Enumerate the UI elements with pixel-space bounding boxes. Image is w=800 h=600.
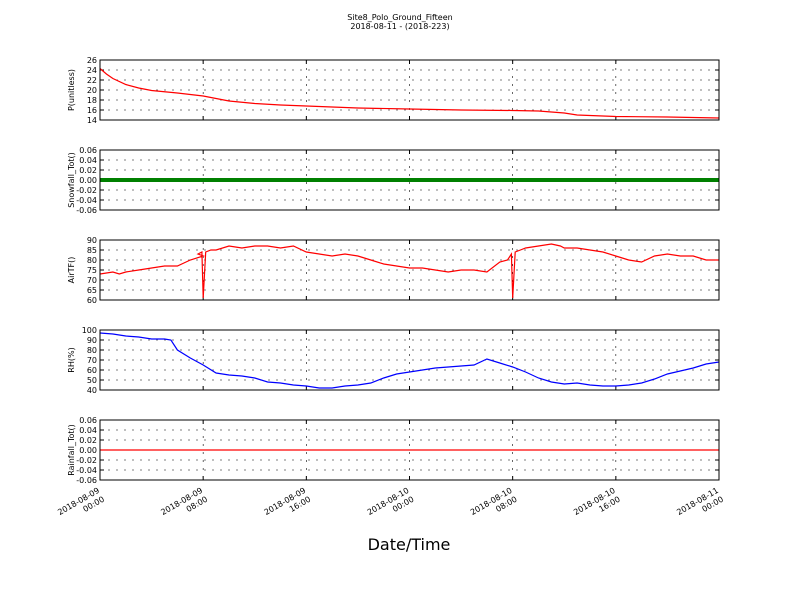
y-tick-label: 18 <box>87 96 97 105</box>
x-tick-label: 2018-08-1008:00 <box>469 486 519 526</box>
y-tick-label: 0.02 <box>79 166 97 175</box>
x-tick-label: 2018-08-0908:00 <box>159 486 209 526</box>
y-tick-label: 50 <box>87 376 97 385</box>
y-tick-label: 0.06 <box>79 416 97 425</box>
x-tick-label: 2018-08-1100:00 <box>675 486 725 526</box>
y-axis-label: Rainfall_Tot() <box>67 424 76 476</box>
y-axis-label: RH(%) <box>67 347 76 372</box>
y-axis-label: AirTF() <box>67 257 76 284</box>
y-tick-label: -0.02 <box>76 186 97 195</box>
y-tick-label: 60 <box>87 296 97 305</box>
x-tick-label: 2018-08-1016:00 <box>572 486 622 526</box>
y-axis-label: P(unitless) <box>67 69 76 111</box>
y-tick-label: 65 <box>87 286 97 295</box>
y-tick-label: 0.04 <box>79 426 97 435</box>
y-tick-label: 70 <box>87 356 97 365</box>
y-tick-label: 85 <box>87 246 97 255</box>
y-tick-label: 20 <box>87 86 97 95</box>
x-axis-label: Date/Time <box>368 535 451 554</box>
plot-frame <box>99 419 720 481</box>
y-tick-label: -0.06 <box>76 476 97 485</box>
y-tick-label: 0.02 <box>79 436 97 445</box>
y-tick-label: -0.04 <box>76 466 97 475</box>
y-tick-label: 60 <box>87 366 97 375</box>
series-line <box>99 68 720 119</box>
series-line <box>99 243 719 299</box>
y-tick-label: -0.06 <box>76 206 97 215</box>
plot-frame <box>99 149 720 211</box>
x-tick-label: 2018-08-0916:00 <box>263 486 313 526</box>
y-tick-label: 90 <box>87 336 97 345</box>
y-tick-label: 90 <box>87 236 97 245</box>
y-tick-label: 70 <box>87 276 97 285</box>
y-tick-label: 80 <box>87 256 97 265</box>
y-tick-label: 16 <box>87 106 97 115</box>
series-line <box>99 332 720 389</box>
y-tick-label: 22 <box>87 76 97 85</box>
y-axis-label: Snowfall_Tot() <box>67 152 76 208</box>
y-tick-label: 80 <box>87 346 97 355</box>
plot-frame <box>99 59 720 121</box>
x-tick-label: 2018-08-0900:00 <box>56 486 106 526</box>
y-tick-label: 14 <box>87 116 97 125</box>
y-tick-label: 75 <box>87 266 97 275</box>
plot-frame <box>99 239 720 301</box>
y-tick-label: 0.06 <box>79 146 97 155</box>
y-tick-label: 26 <box>87 56 97 65</box>
chart-subtitle: 2018-08-11 - (2018-223) <box>350 22 449 31</box>
y-tick-label: 0.00 <box>79 176 97 185</box>
y-tick-label: 100 <box>82 326 97 335</box>
y-tick-label: 0.04 <box>79 156 97 165</box>
y-tick-label: -0.02 <box>76 456 97 465</box>
x-tick-label: 2018-08-1000:00 <box>366 486 416 526</box>
y-tick-label: 40 <box>87 386 97 395</box>
y-tick-label: 24 <box>87 66 97 75</box>
y-tick-label: 0.00 <box>79 446 97 455</box>
plot-frame <box>99 329 720 391</box>
y-tick-label: -0.04 <box>76 196 97 205</box>
chart-title: Site8_Polo_Ground_Fifteen <box>347 13 452 22</box>
